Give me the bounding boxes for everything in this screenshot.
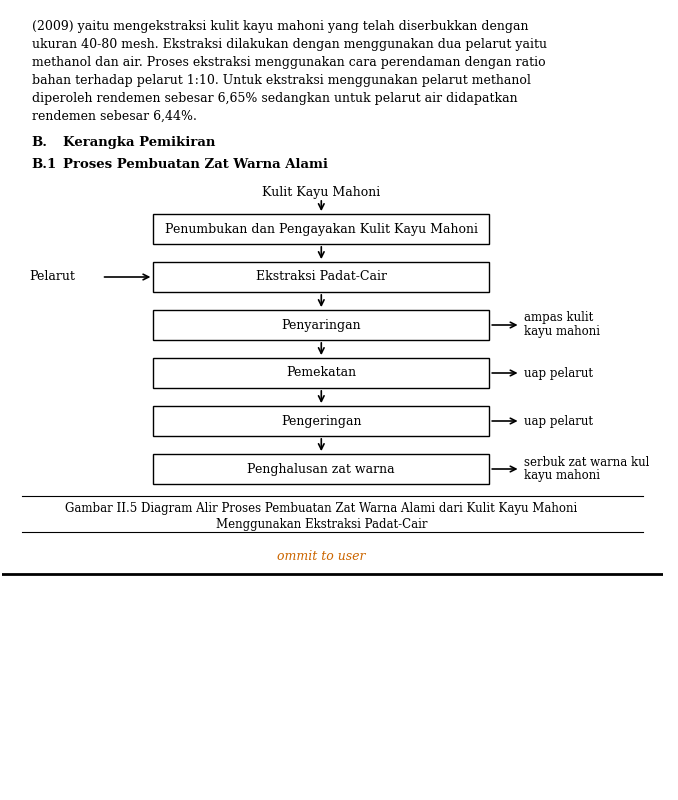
Text: Kerangka Pemikiran: Kerangka Pemikiran <box>62 136 215 149</box>
Text: Penumbukan dan Pengayakan Kulit Kayu Mahoni: Penumbukan dan Pengayakan Kulit Kayu Mah… <box>165 222 478 235</box>
Text: diperoleh rendemen sebesar 6,65% sedangkan untuk pelarut air didapatkan: diperoleh rendemen sebesar 6,65% sedangk… <box>32 92 517 105</box>
Text: Penyaringan: Penyaringan <box>281 318 361 331</box>
Text: B.: B. <box>32 136 47 149</box>
Text: kayu mahoni: kayu mahoni <box>524 470 600 482</box>
Text: uap pelarut: uap pelarut <box>524 414 593 427</box>
Text: Pelarut: Pelarut <box>30 270 75 283</box>
Bar <box>153 358 490 388</box>
Text: rendemen sebesar 6,44%.: rendemen sebesar 6,44%. <box>32 110 197 123</box>
Bar <box>153 310 490 340</box>
Text: uap pelarut: uap pelarut <box>524 366 593 379</box>
Text: methanol dan air. Proses ekstraksi menggunakan cara perendaman dengan ratio: methanol dan air. Proses ekstraksi mengg… <box>32 56 545 69</box>
Text: Pemekatan: Pemekatan <box>286 366 357 379</box>
Text: B.1: B.1 <box>32 158 57 171</box>
Text: Menggunakan Ekstraksi Padat-Cair: Menggunakan Ekstraksi Padat-Cair <box>216 518 427 531</box>
Text: ampas kulit: ampas kulit <box>524 311 594 325</box>
Text: Pengeringan: Pengeringan <box>281 414 361 427</box>
Bar <box>153 214 490 244</box>
Text: (2009) yaitu mengekstraksi kulit kayu mahoni yang telah diserbukkan dengan: (2009) yaitu mengekstraksi kulit kayu ma… <box>32 20 528 33</box>
Text: Ekstraksi Padat-Cair: Ekstraksi Padat-Cair <box>256 270 386 283</box>
Text: ommit to user: ommit to user <box>277 550 365 563</box>
Text: Gambar II.5 Diagram Alir Proses Pembuatan Zat Warna Alami dari Kulit Kayu Mahoni: Gambar II.5 Diagram Alir Proses Pembuata… <box>65 502 578 515</box>
Bar <box>153 406 490 436</box>
Bar <box>153 454 490 484</box>
Text: kayu mahoni: kayu mahoni <box>524 326 600 338</box>
Text: bahan terhadap pelarut 1:10. Untuk ekstraksi menggunakan pelarut methanol: bahan terhadap pelarut 1:10. Untuk ekstr… <box>32 74 530 87</box>
Text: Proses Pembuatan Zat Warna Alami: Proses Pembuatan Zat Warna Alami <box>62 158 327 171</box>
Text: serbuk zat warna kul: serbuk zat warna kul <box>524 455 650 469</box>
Bar <box>153 262 490 292</box>
Text: Kulit Kayu Mahoni: Kulit Kayu Mahoni <box>262 186 380 199</box>
Text: ukuran 40-80 mesh. Ekstraksi dilakukan dengan menggunakan dua pelarut yaitu: ukuran 40-80 mesh. Ekstraksi dilakukan d… <box>32 38 546 51</box>
Text: Penghalusan zat warna: Penghalusan zat warna <box>247 462 395 475</box>
